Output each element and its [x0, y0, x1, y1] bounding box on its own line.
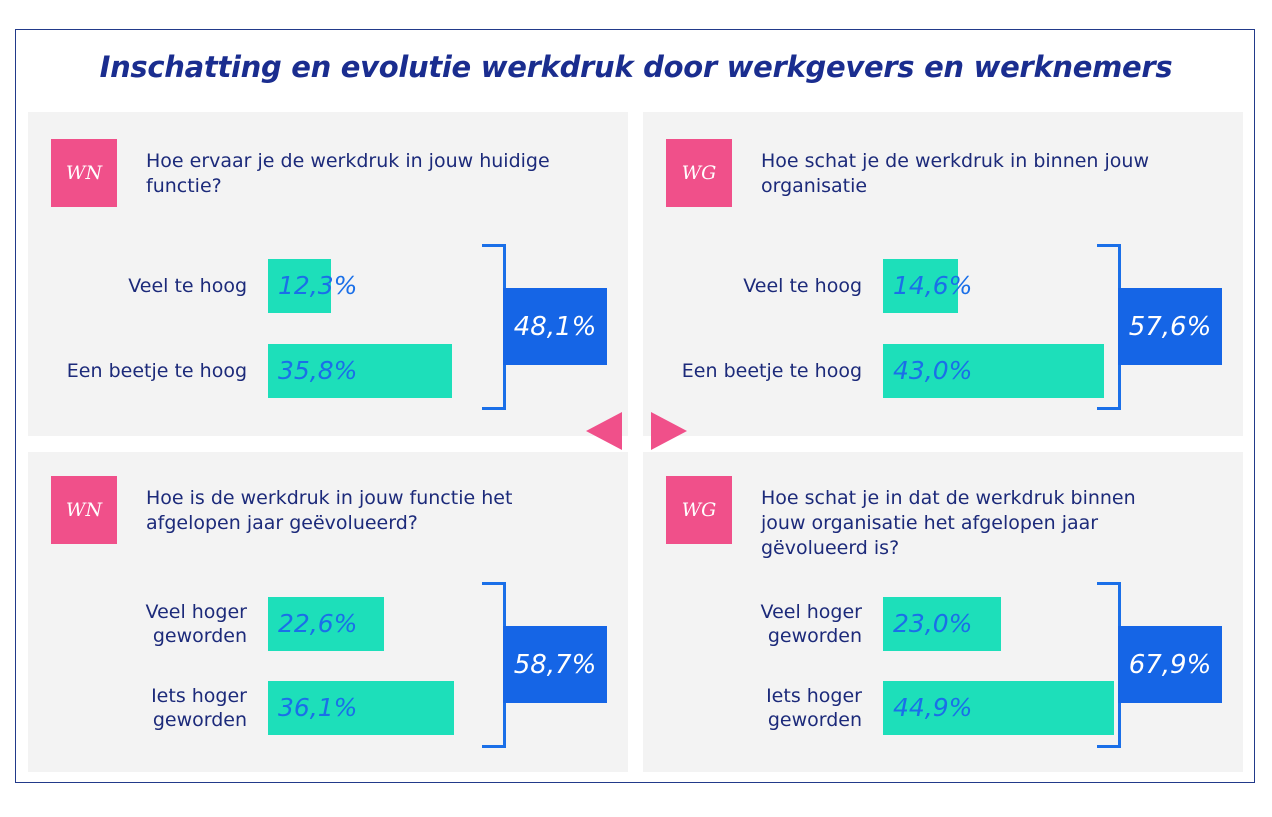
bar-value-label: 14,6% — [893, 271, 973, 300]
question-line: organisatie — [761, 175, 868, 197]
row-label: Veel te hoog — [743, 274, 862, 298]
question-line: Hoe is de werkdruk in jouw functie het — [146, 487, 513, 509]
bar — [268, 344, 452, 398]
group-badge-wg: WG — [666, 139, 732, 207]
question-text: Hoe schat je de werkdruk in binnen jouw o… — [761, 149, 1149, 199]
row-label-line: Iets hoger — [766, 685, 862, 707]
question-line: jouw organisatie het afgelopen jaar — [761, 512, 1099, 534]
row-label-line: Een beetje te hoog — [681, 360, 862, 382]
row-label: Iets hoger geworden — [766, 684, 862, 732]
total-box: 58,7% — [503, 626, 607, 703]
infographic-frame — [15, 29, 1255, 783]
question-line: gëvolueerd is? — [761, 537, 900, 559]
question-line: Hoe ervaar je de werkdruk in jouw huidig… — [146, 150, 550, 172]
question-text: Hoe schat je in dat de werkdruk binnen jo… — [761, 486, 1136, 561]
question-line: afgelopen jaar geëvolueerd? — [146, 512, 418, 534]
arrow-left-icon — [586, 412, 622, 450]
bar-value-label: 23,0% — [893, 609, 973, 638]
group-badge-wn: WN — [51, 476, 117, 544]
total-box: 48,1% — [503, 288, 607, 365]
row-label-line: Veel hoger — [145, 601, 247, 623]
bar-value-label: 44,9% — [893, 693, 973, 722]
question-line: Hoe schat je de werkdruk in binnen jouw — [761, 150, 1149, 172]
bar-value-label: 12,3% — [278, 271, 358, 300]
row-label: Een beetje te hoog — [682, 359, 862, 383]
group-badge-wn: WN — [51, 139, 117, 207]
row-label-line: Veel te hoog — [128, 275, 247, 297]
row-label-line: Een beetje te hoog — [66, 360, 247, 382]
bar — [268, 681, 454, 735]
bar — [883, 597, 1001, 651]
total-box: 67,9% — [1118, 626, 1222, 703]
row-label-line: geworden — [152, 709, 247, 731]
row-label: Veel hoger geworden — [146, 600, 247, 648]
total-box: 57,6% — [1118, 288, 1222, 365]
bar-value-label: 36,1% — [278, 693, 358, 722]
row-label-line: Veel te hoog — [743, 275, 862, 297]
bar — [268, 259, 331, 313]
question-line: Hoe schat je in dat de werkdruk binnen — [761, 487, 1136, 509]
arrow-right-icon — [651, 412, 687, 450]
row-label: Een beetje te hoog — [67, 359, 247, 383]
bar — [268, 597, 384, 651]
row-label-line: geworden — [767, 709, 862, 731]
question-text: Hoe is de werkdruk in jouw functie het af… — [146, 486, 512, 536]
bar — [883, 259, 958, 313]
row-label-line: geworden — [152, 625, 247, 647]
bar — [883, 681, 1114, 735]
question-line: functie? — [146, 175, 222, 197]
row-label: Veel hoger geworden — [761, 600, 862, 648]
bar-value-label: 35,8% — [278, 356, 358, 385]
bar — [883, 344, 1104, 398]
row-label-line: Iets hoger — [151, 685, 247, 707]
row-label: Veel te hoog — [128, 274, 247, 298]
page-title: Inschatting en evolutie werkdruk door we… — [99, 50, 1173, 84]
bar-value-label: 22,6% — [278, 609, 358, 638]
row-label-line: geworden — [767, 625, 862, 647]
row-label: Iets hoger geworden — [151, 684, 247, 732]
row-label-line: Veel hoger — [760, 601, 862, 623]
bar-value-label: 43,0% — [893, 356, 973, 385]
question-text: Hoe ervaar je de werkdruk in jouw huidig… — [146, 149, 550, 199]
group-badge-wg: WG — [666, 476, 732, 544]
